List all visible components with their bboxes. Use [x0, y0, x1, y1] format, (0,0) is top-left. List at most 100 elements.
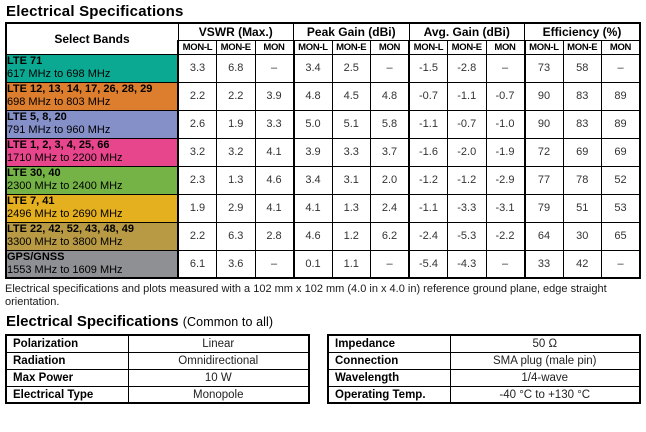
group-header-efficiency: Efficiency (%): [524, 22, 641, 41]
value-cell: 2.6: [177, 109, 217, 139]
band-name: GPS/GNSS: [7, 250, 65, 263]
value-cell: -4.3: [447, 249, 487, 279]
band-frequency-range: 2496 MHz to 2690 MHz: [7, 208, 123, 220]
band-name: LTE 71: [7, 55, 43, 68]
common-tables: Polarization Linear Radiation Omnidirection…: [5, 334, 646, 405]
value-cell: 73: [523, 53, 564, 83]
spec-label: Operating Temp.: [327, 385, 451, 404]
value-cell: 89: [601, 109, 641, 139]
spec-label: Impedance: [327, 334, 451, 353]
subheader-mon-l: MON-L: [177, 39, 217, 55]
value-cell: 2.2: [216, 81, 256, 111]
value-cell: -1.9: [485, 137, 525, 167]
common-table-right: Impedance 50 Ω Connection SMA plug (male pi…: [327, 334, 641, 405]
value-cell: -2.4: [408, 221, 448, 251]
spec-label: Polarization: [5, 334, 129, 353]
spec-row: Operating Temp. -40 °C to +130 °C: [327, 385, 641, 404]
spec-value: 1/4-wave: [449, 368, 641, 387]
value-cell: 4.1: [254, 193, 294, 223]
group-header-row: Select Bands VSWR (Max.) Peak Gain (dBi)…: [5, 22, 641, 55]
value-cell: 83: [562, 109, 602, 139]
subheader-mon-e: MON-E: [447, 39, 487, 55]
value-cell: -1.0: [485, 109, 525, 139]
value-cell: 4.6: [292, 221, 333, 251]
band-cell: LTE 30, 40 2300 MHz to 2400 MHz: [5, 165, 179, 195]
value-cell: 2.9: [216, 193, 256, 223]
value-cell: 3.4: [292, 165, 333, 195]
spec-value: Omnidirectional: [127, 351, 310, 370]
spec-row: Polarization Linear: [5, 334, 310, 353]
spec-row: Connection SMA plug (male pin): [327, 351, 641, 370]
band-cell: LTE 1, 2, 3, 4, 25, 66 1710 MHz to 2200 M…: [5, 137, 179, 167]
value-cell: –: [254, 53, 294, 83]
band-cell: LTE 71 617 MHz to 698 MHz: [5, 53, 179, 83]
value-cell: 65: [601, 221, 641, 251]
value-cell: 3.3: [177, 53, 217, 83]
value-cell: 3.7: [370, 137, 410, 167]
value-cell: 69: [601, 137, 641, 167]
value-cell: 1.3: [331, 193, 371, 223]
common-section-title: Electrical Specifications (Common to all…: [6, 313, 646, 330]
spec-value: Linear: [127, 334, 310, 353]
value-cell: 52: [601, 165, 641, 195]
value-cell: 6.8: [216, 53, 256, 83]
value-cell: 77: [523, 165, 564, 195]
table-row: GPS/GNSS 1553 MHz to 1609 MHz 6.1 3.6–0.1 1.…: [5, 249, 641, 279]
subheader-mon-l: MON-L: [408, 39, 448, 55]
value-cell: 5.0: [292, 109, 333, 139]
band-cell: LTE 5, 8, 20 791 MHz to 960 MHz: [5, 109, 179, 139]
subheader-mon-e: MON-E: [331, 39, 371, 55]
subheader-mon-l: MON-L: [292, 39, 333, 55]
band-frequency-range: 791 MHz to 960 MHz: [7, 124, 111, 136]
spec-label: Radiation: [5, 351, 129, 370]
band-cell: LTE 12, 13, 14, 17, 26, 28, 29 698 MHz to…: [5, 81, 179, 111]
value-cell: -2.2: [485, 221, 525, 251]
value-cell: 1.9: [216, 109, 256, 139]
value-cell: -1.6: [408, 137, 448, 167]
spec-value: 10 W: [127, 368, 310, 387]
band-name: LTE 7, 41: [7, 195, 55, 208]
band-name: LTE 30, 40: [7, 167, 61, 180]
value-cell: 3.2: [177, 137, 217, 167]
table-row: LTE 12, 13, 14, 17, 26, 28, 29 698 MHz to…: [5, 81, 641, 111]
group-header-vswr: VSWR (Max.): [177, 22, 294, 41]
table-row: LTE 71 617 MHz to 698 MHz 3.3 6.8–3.4 2.5– -1…: [5, 53, 641, 83]
value-cell: –: [601, 53, 641, 83]
value-cell: –: [370, 53, 410, 83]
value-cell: –: [254, 249, 294, 279]
subheader-row: MON-L MON-E MON MON-L MON-E MON MON-L MON-E MON M…: [6, 39, 641, 55]
value-cell: 89: [601, 81, 641, 111]
value-cell: 2.0: [370, 165, 410, 195]
value-cell: 2.4: [370, 193, 410, 223]
value-cell: –: [601, 249, 641, 279]
select-bands-header: Select Bands: [5, 22, 179, 55]
value-cell: 1.1: [331, 249, 371, 279]
table-row: LTE 22, 42, 52, 43, 48, 49 3300 MHz to 38…: [5, 221, 641, 251]
band-frequency-range: 3300 MHz to 3800 MHz: [7, 236, 123, 248]
subheader-mon: MON: [485, 39, 525, 55]
value-cell: 5.8: [370, 109, 410, 139]
value-cell: -1.2: [447, 165, 487, 195]
value-cell: 1.9: [177, 193, 217, 223]
band-name: LTE 22, 42, 52, 43, 48, 49: [7, 223, 134, 236]
value-cell: 5.1: [331, 109, 371, 139]
page-title: Electrical Specifications: [6, 3, 184, 20]
group-header-peak-gain: Peak Gain (dBi): [293, 22, 410, 41]
value-cell: 4.8: [292, 81, 333, 111]
value-cell: 1.3: [216, 165, 256, 195]
table-row: LTE 7, 41 2496 MHz to 2690 MHz 1.9 2.9 4.1 4.…: [5, 193, 641, 223]
value-cell: -2.9: [485, 165, 525, 195]
spec-row: Wavelength 1/4-wave: [327, 368, 641, 387]
value-cell: 64: [523, 221, 564, 251]
value-cell: 2.8: [254, 221, 294, 251]
value-cell: 3.1: [331, 165, 371, 195]
value-cell: -1.1: [408, 109, 448, 139]
value-cell: 51: [562, 193, 602, 223]
common-title-main: Electrical Specifications: [6, 313, 179, 331]
subheader-mon-e: MON-E: [562, 39, 602, 55]
value-cell: -0.7: [485, 81, 525, 111]
band-cell: GPS/GNSS 1553 MHz to 1609 MHz: [5, 249, 179, 279]
value-cell: 3.6: [216, 249, 256, 279]
value-cell: 42: [562, 249, 602, 279]
band-frequency-range: 2300 MHz to 2400 MHz: [7, 180, 123, 192]
